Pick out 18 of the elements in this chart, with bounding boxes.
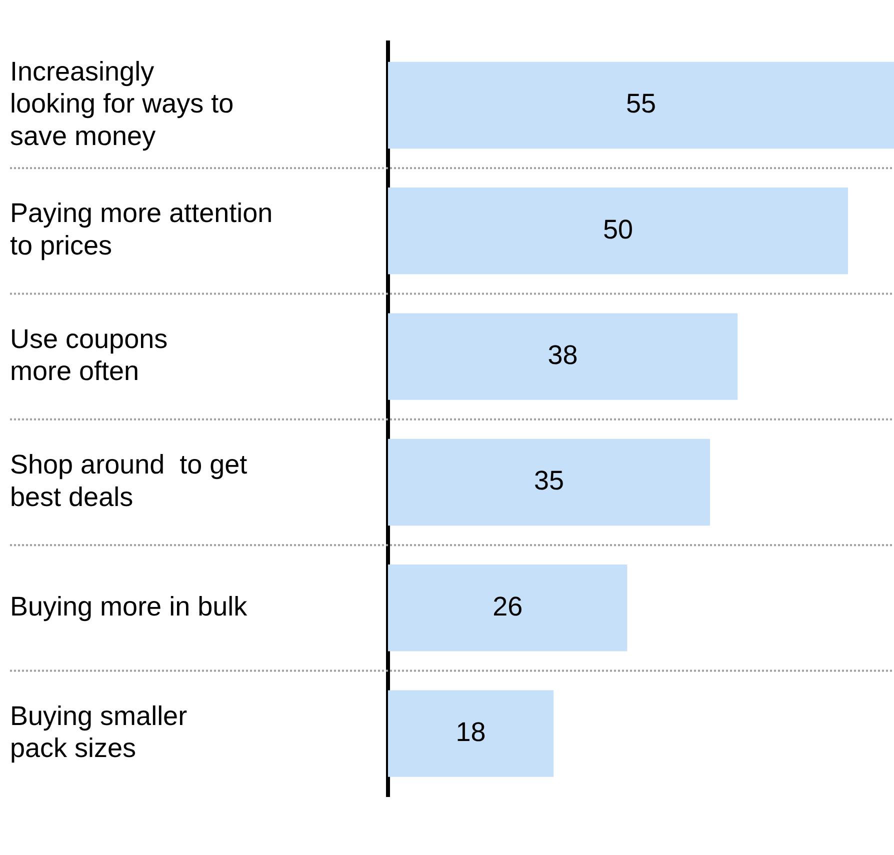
bar (388, 188, 848, 274)
data-label: 50 (602, 214, 634, 244)
y-tick-label: Increasingly looking for ways to save money (10, 56, 234, 152)
y-tick-label: Buying more in bulk (10, 591, 248, 622)
data-label: 18 (456, 717, 486, 748)
bar (388, 438, 710, 526)
y-tick-label: Use coupons more often (10, 324, 168, 386)
data-label: 35 (534, 466, 564, 496)
bar (388, 690, 554, 777)
bar (388, 564, 628, 652)
data-label: 38 (548, 340, 578, 370)
data-label: 26 (492, 591, 523, 622)
bar (388, 62, 894, 149)
y-tick-label: Buying smaller pack sizes (10, 700, 188, 764)
y-tick-label: Paying more attention to prices (10, 198, 273, 261)
y-tick-label: Shop around to get best deals (10, 449, 248, 512)
data-label: 55 (626, 88, 656, 119)
bar (388, 313, 738, 400)
